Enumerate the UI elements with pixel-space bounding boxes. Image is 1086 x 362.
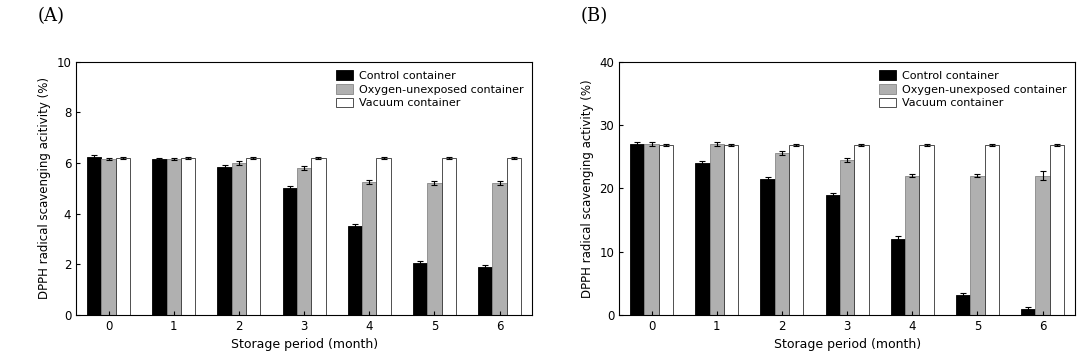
Bar	[1035, 176, 1050, 315]
Bar	[1021, 308, 1035, 315]
Bar	[709, 144, 724, 315]
Legend: Control container, Oxygen-unexposed container, Vacuum container: Control container, Oxygen-unexposed cont…	[876, 67, 1070, 111]
Bar	[774, 153, 790, 315]
Bar	[956, 295, 970, 315]
Bar	[478, 267, 492, 315]
Legend: Control container, Oxygen-unexposed container, Vacuum container: Control container, Oxygen-unexposed cont…	[333, 67, 527, 111]
Bar	[630, 144, 644, 315]
Bar	[985, 145, 999, 315]
Bar	[855, 145, 869, 315]
Bar	[427, 183, 442, 315]
X-axis label: Storage period (month): Storage period (month)	[230, 338, 378, 352]
Bar	[644, 144, 659, 315]
Y-axis label: DPPH radical scavenging acitivity (%): DPPH radical scavenging acitivity (%)	[38, 77, 51, 299]
Bar	[659, 145, 673, 315]
Bar	[790, 145, 804, 315]
Bar	[507, 158, 521, 315]
X-axis label: Storage period (month): Storage period (month)	[773, 338, 921, 352]
Bar	[839, 160, 855, 315]
Bar	[695, 163, 709, 315]
Bar	[492, 183, 507, 315]
Bar	[377, 158, 391, 315]
Bar	[825, 195, 839, 315]
Bar	[296, 168, 312, 315]
Bar	[312, 158, 326, 315]
Bar	[760, 179, 774, 315]
Bar	[231, 163, 247, 315]
Bar	[247, 158, 261, 315]
Bar	[891, 239, 905, 315]
Bar	[442, 158, 456, 315]
Bar	[348, 226, 362, 315]
Bar	[724, 145, 738, 315]
Bar	[87, 156, 101, 315]
Bar	[970, 176, 985, 315]
Bar	[282, 188, 296, 315]
Bar	[166, 159, 181, 315]
Text: (B): (B)	[581, 7, 608, 25]
Bar	[101, 159, 116, 315]
Bar	[920, 145, 934, 315]
Bar	[362, 182, 377, 315]
Bar	[181, 158, 195, 315]
Bar	[217, 167, 231, 315]
Text: (A): (A)	[38, 7, 65, 25]
Y-axis label: DPPH radical scavenging activity (%): DPPH radical scavenging activity (%)	[581, 79, 594, 298]
Bar	[413, 263, 427, 315]
Bar	[116, 158, 130, 315]
Bar	[905, 176, 920, 315]
Bar	[152, 159, 166, 315]
Bar	[1050, 145, 1064, 315]
